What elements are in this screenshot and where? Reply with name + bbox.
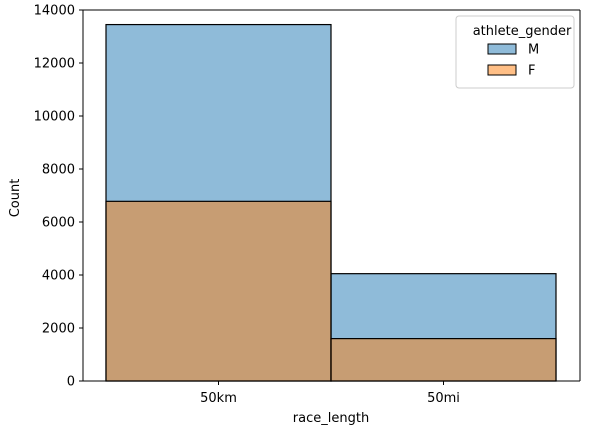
x-axis-label: race_length	[293, 411, 369, 426]
x-tick-label-50mi: 50mi	[427, 391, 460, 406]
axes-group: 0 2000 4000 6000 8000 10000 12000 14000 50km 50mi	[34, 4, 581, 406]
bar-f-50km	[105, 200, 332, 382]
y-tick-label: 10000	[34, 110, 75, 125]
bars-group	[105, 23, 557, 382]
legend-title: athlete_gender	[473, 24, 572, 39]
legend: athlete_gender MF	[455, 15, 575, 89]
legend-swatch-m	[487, 43, 517, 55]
y-tick-label: 14000	[34, 4, 75, 19]
legend-label-f: F	[528, 64, 535, 79]
y-tick-label: 4000	[42, 269, 75, 284]
y-tick-label: 0	[67, 375, 75, 390]
legend-swatch-f	[487, 64, 517, 76]
bar-f-50mi	[330, 338, 557, 382]
y-tick-label: 6000	[42, 216, 75, 231]
y-tick-label: 12000	[34, 57, 75, 72]
y-tick-label: 8000	[42, 163, 75, 178]
legend-label-m: M	[528, 43, 539, 58]
x-tick-label-50km: 50km	[200, 391, 237, 406]
legend-entries: MF	[487, 43, 539, 79]
y-tick-label: 2000	[42, 322, 75, 337]
y-axis-label: Count	[8, 179, 23, 218]
